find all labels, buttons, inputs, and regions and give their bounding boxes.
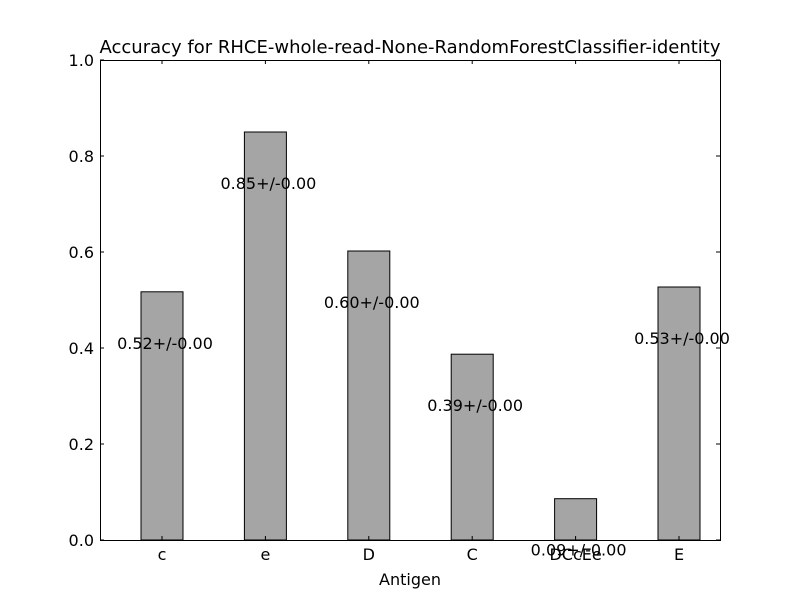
x-axis-label: Antigen	[379, 570, 441, 589]
y-tick-label: 0.2	[69, 435, 94, 454]
bar-C	[450, 353, 494, 541]
value-label: 0.60+/-0.00	[324, 293, 420, 312]
value-label: 0.53+/-0.00	[634, 329, 730, 348]
value-labels-group: 0.52+/-0.00 0.85+/-0.00 0.60+/-0.00 0.39+/-…	[117, 174, 730, 560]
x-axis-ticks: c e D C DCcEe E	[158, 60, 684, 564]
plot-frame	[100, 60, 721, 541]
x-tick-label: E	[674, 545, 684, 564]
value-label: 0.39+/-0.00	[427, 396, 523, 415]
chart-title: Accuracy for RHCE-whole-read-None-Random…	[100, 37, 721, 58]
bar-E	[657, 286, 701, 541]
y-tick-label: 1.0	[69, 51, 94, 70]
x-tick-label: D	[363, 545, 375, 564]
bar-D	[347, 250, 391, 541]
value-label: 0.85+/-0.00	[220, 174, 316, 193]
value-label: 0.09+/-0.00	[531, 541, 627, 560]
x-tick-label: c	[158, 545, 167, 564]
x-tick-label: e	[260, 545, 270, 564]
y-tick-label: 0.6	[69, 243, 94, 262]
y-tick-label: 0.8	[69, 147, 94, 166]
y-tick-label: 0.4	[69, 339, 94, 358]
x-tick-label: DCcEe	[549, 545, 601, 564]
x-tick-label: C	[467, 545, 478, 564]
bar-DCcEe	[554, 498, 598, 541]
value-label: 0.52+/-0.00	[117, 334, 213, 353]
bars-group	[140, 131, 701, 541]
bar-c	[140, 291, 184, 541]
y-tick-label: 0.0	[69, 531, 94, 550]
y-axis-ticks: 0.0 0.2 0.4 0.6 0.8 1.0	[69, 51, 720, 550]
bar-e	[243, 131, 287, 541]
